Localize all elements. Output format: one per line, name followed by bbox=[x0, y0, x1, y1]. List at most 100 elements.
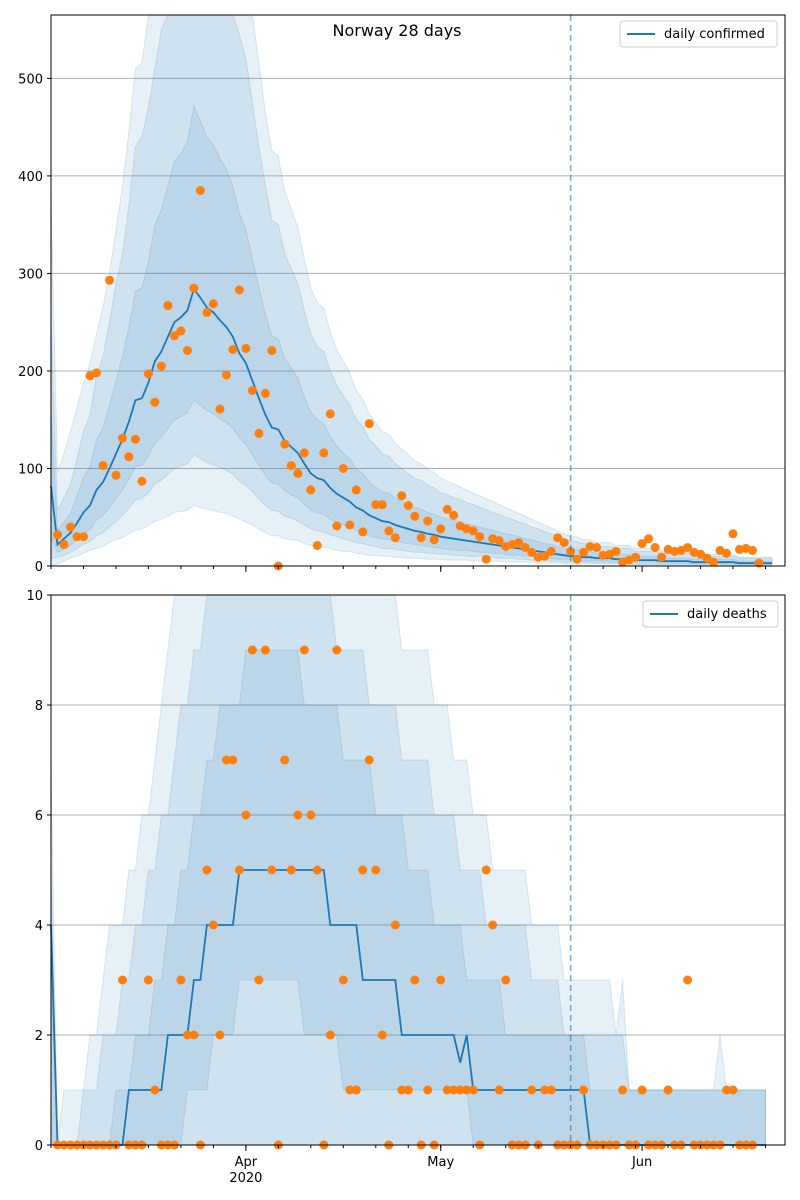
observed-point bbox=[332, 521, 342, 531]
observed-point bbox=[280, 755, 290, 765]
observed-point bbox=[494, 1085, 504, 1095]
observed-point bbox=[286, 461, 296, 471]
observed-point bbox=[208, 920, 218, 930]
observed-point bbox=[312, 541, 322, 550]
observed-point bbox=[215, 404, 225, 414]
observed-point bbox=[364, 419, 374, 429]
chart-confirmed: 0 100 200 300 400 500 Norway 28 days daily co… bbox=[18, 14, 786, 575]
observed-point bbox=[189, 1030, 199, 1040]
observed-point bbox=[390, 533, 400, 543]
observed-point bbox=[650, 543, 660, 552]
observed-point bbox=[559, 538, 569, 548]
observed-point bbox=[345, 520, 355, 530]
observed-point bbox=[579, 1085, 589, 1095]
observed-point bbox=[260, 645, 270, 655]
observed-point bbox=[494, 536, 504, 546]
observed-point bbox=[182, 346, 192, 355]
observed-point bbox=[176, 326, 186, 336]
observed-point bbox=[364, 755, 374, 765]
observed-point bbox=[618, 1085, 628, 1095]
observed-point bbox=[156, 361, 166, 371]
chart-confirmed-points bbox=[53, 186, 764, 571]
observed-point bbox=[546, 1085, 556, 1095]
observed-point bbox=[150, 1085, 160, 1095]
observed-point bbox=[442, 504, 452, 514]
observed-point bbox=[105, 275, 114, 285]
observed-point bbox=[53, 530, 62, 540]
observed-point bbox=[481, 554, 491, 564]
observed-point bbox=[722, 1085, 731, 1095]
observed-point bbox=[351, 485, 361, 495]
observed-point bbox=[748, 545, 757, 555]
observed-point bbox=[546, 546, 556, 556]
observed-point bbox=[423, 1085, 433, 1095]
observed-point bbox=[143, 975, 153, 985]
observed-point bbox=[397, 1085, 407, 1095]
observed-point bbox=[306, 485, 316, 495]
observed-point bbox=[182, 1030, 192, 1040]
y-tick-label: 500 bbox=[18, 72, 43, 87]
observed-point bbox=[280, 439, 290, 449]
y-tick-label: 4 bbox=[35, 919, 43, 934]
observed-point bbox=[202, 865, 212, 875]
chart-confirmed-title: Norway 28 days bbox=[333, 21, 462, 40]
observed-point bbox=[247, 386, 257, 395]
observed-point bbox=[663, 1085, 673, 1095]
y-tick-label: 8 bbox=[35, 699, 43, 714]
observed-point bbox=[501, 975, 511, 985]
observed-point bbox=[92, 368, 101, 378]
observed-point bbox=[130, 434, 140, 444]
observed-point bbox=[338, 975, 348, 985]
observed-point bbox=[728, 529, 738, 539]
uncertainty-band-1 bbox=[50, 14, 773, 567]
observed-point bbox=[384, 526, 394, 536]
legend-box bbox=[619, 20, 778, 48]
observed-point bbox=[377, 1030, 387, 1040]
observed-point bbox=[59, 540, 69, 549]
chart-confirmed-y-ticks: 0 100 200 300 400 500 bbox=[18, 72, 51, 575]
x-tick-label: Jun bbox=[631, 1155, 652, 1170]
observed-point bbox=[449, 1085, 459, 1095]
observed-point bbox=[410, 975, 420, 985]
observed-point bbox=[520, 543, 530, 552]
chart-confirmed-line bbox=[50, 287, 772, 564]
observed-point bbox=[579, 547, 589, 557]
observed-point bbox=[338, 464, 348, 473]
observed-point bbox=[358, 865, 368, 875]
observed-point bbox=[631, 552, 641, 562]
observed-point bbox=[527, 547, 537, 557]
observed-point bbox=[403, 501, 413, 510]
observed-point bbox=[410, 511, 420, 521]
observed-point bbox=[176, 975, 186, 985]
observed-point bbox=[416, 533, 426, 543]
observed-point bbox=[514, 538, 524, 548]
observed-point bbox=[540, 551, 550, 561]
observed-point bbox=[683, 975, 693, 985]
observed-point bbox=[267, 865, 277, 875]
observed-point bbox=[221, 755, 231, 765]
observed-point bbox=[592, 543, 602, 552]
observed-point bbox=[351, 1085, 361, 1095]
y-tick-label: 200 bbox=[18, 365, 43, 380]
observed-point bbox=[163, 301, 173, 311]
observed-point bbox=[423, 516, 433, 526]
y-tick-label: 10 bbox=[26, 589, 43, 604]
observed-point bbox=[358, 527, 368, 537]
observed-point bbox=[436, 524, 446, 534]
y-tick-label: 100 bbox=[18, 462, 43, 477]
chart-deaths-y-ticks: 0 2 4 6 8 10 bbox=[26, 589, 51, 1154]
y-tick-label: 300 bbox=[18, 267, 43, 282]
observed-point bbox=[390, 920, 400, 930]
x-tick-label: Apr bbox=[235, 1155, 258, 1170]
observed-point bbox=[299, 645, 309, 655]
observed-point bbox=[436, 975, 446, 985]
observed-point bbox=[254, 428, 264, 438]
observed-point bbox=[202, 307, 212, 317]
chart-deaths-frame bbox=[50, 594, 786, 1146]
observed-point bbox=[637, 539, 647, 549]
observed-point bbox=[189, 283, 199, 293]
observed-point bbox=[299, 448, 309, 458]
observed-point bbox=[468, 1085, 478, 1095]
